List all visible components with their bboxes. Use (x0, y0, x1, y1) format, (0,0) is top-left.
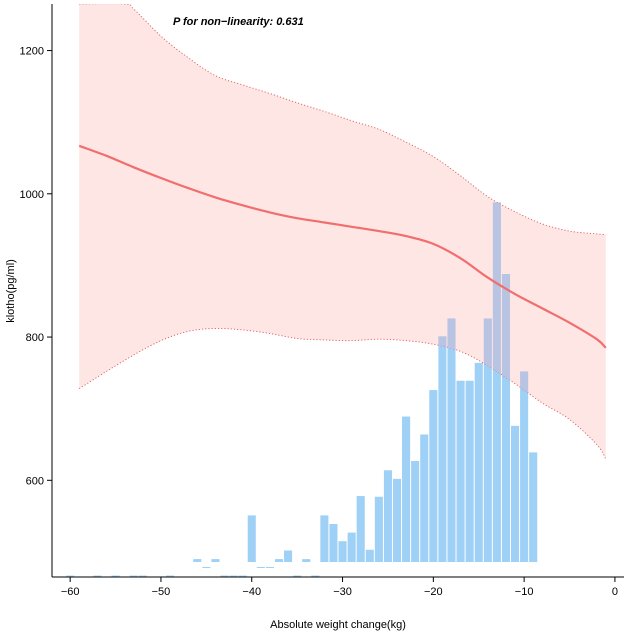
y-axis-label: klotho(pg/ml) (5, 259, 17, 323)
lower-ci-line (78, 327, 607, 460)
histogram-bar (392, 478, 402, 562)
estimate-curve (78, 144, 607, 349)
histogram-bar (329, 523, 338, 562)
histogram-bar (284, 550, 293, 562)
histogram-bar (202, 566, 211, 568)
axes: −60 −50 −40 −30 −20 −10 0 600 800 1000 1200 (20, 4, 624, 598)
histogram-bar (347, 532, 356, 562)
histogram-bar (302, 559, 311, 562)
histogram-bar (402, 416, 411, 562)
histogram-bar (465, 380, 474, 562)
x-tick-label: −20 (424, 586, 443, 598)
histogram-bar (238, 575, 247, 577)
histogram-bar (365, 549, 374, 562)
histogram-bar (165, 575, 175, 577)
x-tick-label: −10 (515, 586, 534, 598)
y-tick-label: 800 (26, 332, 44, 344)
histogram-bar (511, 425, 520, 562)
histogram-bar (456, 380, 465, 562)
histogram-bar (211, 559, 220, 562)
histogram-bar (383, 470, 392, 562)
histogram-bar (483, 318, 492, 562)
histogram-bar (338, 541, 347, 562)
x-tick-label: −60 (61, 586, 80, 598)
x-axis-label: Absolute weight change(kg) (270, 619, 406, 631)
histogram-bar (320, 515, 329, 562)
upper-ci-line (79, 4, 606, 236)
histogram-bar (374, 496, 383, 562)
histogram-bar (311, 575, 320, 577)
histogram-bar (193, 559, 202, 562)
histogram-bar (420, 434, 429, 562)
x-tick-label: 0 (612, 586, 618, 598)
histogram-bar (529, 452, 538, 562)
histogram-bar (220, 575, 229, 577)
y-tick-label: 1200 (20, 46, 44, 58)
histogram (66, 202, 538, 577)
histogram-bar (447, 318, 456, 562)
x-tick-label: −30 (333, 586, 352, 598)
y-tick-label: 600 (26, 475, 44, 487)
histogram-bar (274, 559, 284, 562)
ci-band-fill (79, 4, 606, 459)
confidence-band (78, 4, 607, 460)
histogram-bar (111, 575, 120, 577)
histogram-bar (438, 336, 447, 562)
y-tick-label: 1000 (20, 189, 44, 201)
histogram-bar (229, 575, 238, 577)
histogram-bar (247, 515, 256, 562)
histogram-bar (256, 566, 265, 568)
x-tick-label: −40 (242, 586, 261, 598)
histogram-bar (138, 575, 147, 577)
histogram-bar (265, 566, 274, 568)
histogram-bar (501, 274, 511, 562)
histogram-bar (93, 575, 102, 577)
histogram-bar (474, 362, 483, 562)
histogram-bar (492, 202, 501, 562)
histogram-bar (293, 575, 302, 577)
histogram-bar (356, 496, 365, 562)
histogram-bar-overlap (492, 202, 501, 459)
histogram-bar (129, 575, 138, 577)
histogram-bar-overlap (501, 274, 511, 459)
histogram-bar (520, 371, 529, 562)
histogram-bar (429, 390, 438, 562)
x-tick-label: −50 (152, 586, 171, 598)
nonlinearity-annotation: P for non−linearity: 0.631 (173, 16, 304, 28)
histogram-bar (66, 575, 75, 577)
histogram-bar (411, 460, 420, 562)
estimate-line (78, 144, 607, 349)
